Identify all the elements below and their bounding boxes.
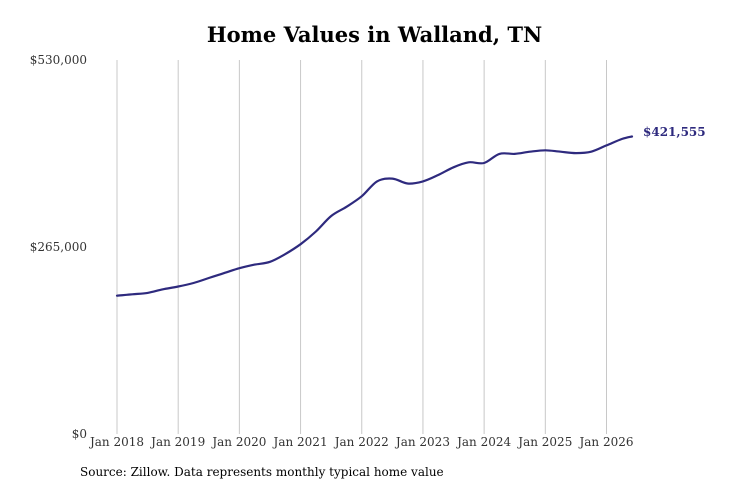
end-value-label: $421,555	[643, 125, 706, 139]
x-axis-ticks: Jan 2018 Jan 2019 Jan 2020 Jan 2021 Jan 2022…	[88, 435, 634, 449]
x-tick-label: Jan 2024	[455, 435, 511, 449]
x-tick-label: Jan 2019	[149, 435, 205, 449]
x-tick-label: Jan 2025	[516, 435, 572, 449]
y-axis-ticks: $0 $265,000 $530,000	[30, 53, 87, 441]
x-tick-label: Jan 2018	[88, 435, 144, 449]
series-layer	[115, 135, 634, 297]
home-value-line	[115, 135, 634, 297]
y-tick-label: $0	[72, 427, 87, 441]
gridlines	[116, 60, 608, 434]
end-label-layer: $421,555	[643, 125, 706, 139]
y-tick-label: $265,000	[30, 240, 87, 254]
y-tick-label: $530,000	[30, 53, 87, 67]
x-tick-label: Jan 2023	[394, 435, 450, 449]
x-tick-label: Jan 2026	[577, 435, 633, 449]
x-tick-label: Jan 2022	[333, 435, 389, 449]
source-note: Source: Zillow. Data represents monthly …	[80, 465, 444, 479]
x-tick-label: Jan 2021	[272, 435, 328, 449]
x-tick-label: Jan 2020	[210, 435, 266, 449]
chart-title: Home Values in Walland, TN	[206, 22, 543, 47]
